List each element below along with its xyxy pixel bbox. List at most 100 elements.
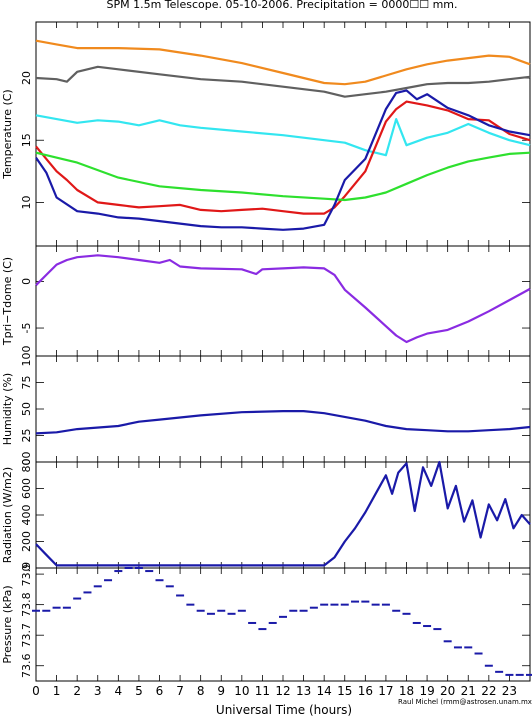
series-line-3 (35, 100, 531, 215)
data-point (104, 579, 113, 582)
y-tick-label: 100 (20, 346, 33, 367)
data-point (495, 670, 504, 673)
data-point (423, 625, 432, 628)
data-point (206, 612, 215, 615)
data-point (268, 621, 277, 624)
data-point (361, 600, 370, 603)
x-tick-label: 6 (156, 684, 164, 698)
y-tick-label: 25 (20, 429, 33, 443)
data-point (340, 603, 349, 606)
y-axis-label: Temperature (C) (1, 89, 14, 179)
y-tick-label: 73.9 (20, 562, 33, 587)
data-point (83, 591, 92, 594)
data-point (248, 621, 257, 624)
data-point (484, 664, 493, 667)
data-point (134, 567, 143, 569)
data-point (176, 594, 185, 597)
chart-panel-1: -5 0 Tpri−Tdome (C) (1, 245, 531, 357)
y-tick-label: 200 (20, 531, 33, 552)
plot-frame (35, 567, 531, 682)
data-point (62, 606, 71, 609)
series-line-4 (35, 151, 531, 202)
y-axis-label: Tpri−Tdome (C) (1, 257, 14, 346)
data-point (433, 628, 442, 631)
data-point (73, 597, 82, 600)
y-axis-label: Pressure (kPa) (1, 585, 14, 663)
data-point (217, 609, 226, 612)
data-point (392, 609, 401, 612)
x-tick-label: 23 (502, 684, 517, 698)
x-tick-label: 21 (461, 684, 476, 698)
series-line-0 (35, 460, 531, 567)
data-point (505, 673, 514, 676)
data-point (515, 673, 524, 676)
y-tick-label: 800 (20, 452, 33, 473)
data-point (155, 579, 164, 582)
data-point (320, 603, 329, 606)
data-point (351, 600, 360, 603)
series-line-5 (35, 89, 531, 231)
y-axis-label: Humidity (%) (1, 373, 14, 445)
y-tick-label: 400 (20, 505, 33, 526)
data-point (196, 609, 205, 612)
author-credit: Raul Michel (rmm@astrosen.unam.mx) (398, 698, 532, 706)
series-line-1 (35, 65, 531, 98)
data-point (309, 606, 318, 609)
data-point (299, 609, 308, 612)
x-tick-label: 15 (337, 684, 352, 698)
y-tick-label: 73.8 (20, 592, 33, 617)
data-point (443, 640, 452, 643)
x-tick-label: 7 (176, 684, 184, 698)
x-tick-label: 0 (32, 684, 40, 698)
x-tick-label: 2 (73, 684, 81, 698)
x-tick-label: 8 (197, 684, 205, 698)
y-tick-label: 50 (20, 402, 33, 416)
data-point (93, 585, 102, 588)
data-point (237, 609, 246, 612)
x-tick-label: 16 (358, 684, 373, 698)
x-tick-label: 3 (94, 684, 102, 698)
x-axis-label: Universal Time (hours) (216, 703, 352, 717)
y-tick-label: 20 (20, 71, 33, 85)
x-tick-label: 5 (135, 684, 143, 698)
plot-frame (35, 245, 531, 357)
data-point (464, 646, 473, 649)
x-tick-label: 11 (255, 684, 270, 698)
x-tick-label: 20 (440, 684, 455, 698)
data-point (114, 570, 123, 573)
series-line-2 (35, 114, 531, 157)
y-tick-label: 0 (20, 459, 33, 466)
x-tick-label: 19 (419, 684, 434, 698)
chart-panel-0: 10 15 20 Temperature (C) (1, 21, 531, 247)
y-tick-label: 15 (20, 133, 33, 147)
plot-frame (35, 461, 531, 569)
chart-panel-4: 73.6 73.7 73.8 73.9 Pressure (kPa) (1, 562, 532, 682)
data-point (52, 606, 61, 609)
chart-title: SPM 1.5m Telescope. 05-10-2006. Precipit… (106, 0, 457, 11)
data-point (289, 609, 298, 612)
x-tick-label: 4 (115, 684, 123, 698)
y-tick-label: 10 (20, 195, 33, 209)
y-tick-label: 73.7 (20, 623, 33, 648)
data-point (32, 609, 40, 612)
x-tick-label: 12 (275, 684, 290, 698)
y-tick-label: 75 (20, 376, 33, 390)
data-point (474, 652, 483, 655)
chart-panel-2: 0 25 50 75 100 Humidity (%) (1, 346, 531, 466)
x-tick-label: 18 (399, 684, 414, 698)
data-point (165, 585, 174, 588)
series-line-0 (35, 254, 531, 344)
data-point (526, 673, 532, 676)
data-point (381, 603, 390, 606)
x-tick-label: 9 (217, 684, 225, 698)
data-point (124, 567, 133, 569)
y-tick-label: -5 (20, 323, 33, 334)
data-point (453, 646, 462, 649)
y-axis-label: Radiation (W/m2) (1, 467, 14, 563)
series-line-0 (35, 410, 531, 435)
plot-frame (35, 21, 531, 247)
x-tick-label: 10 (234, 684, 249, 698)
